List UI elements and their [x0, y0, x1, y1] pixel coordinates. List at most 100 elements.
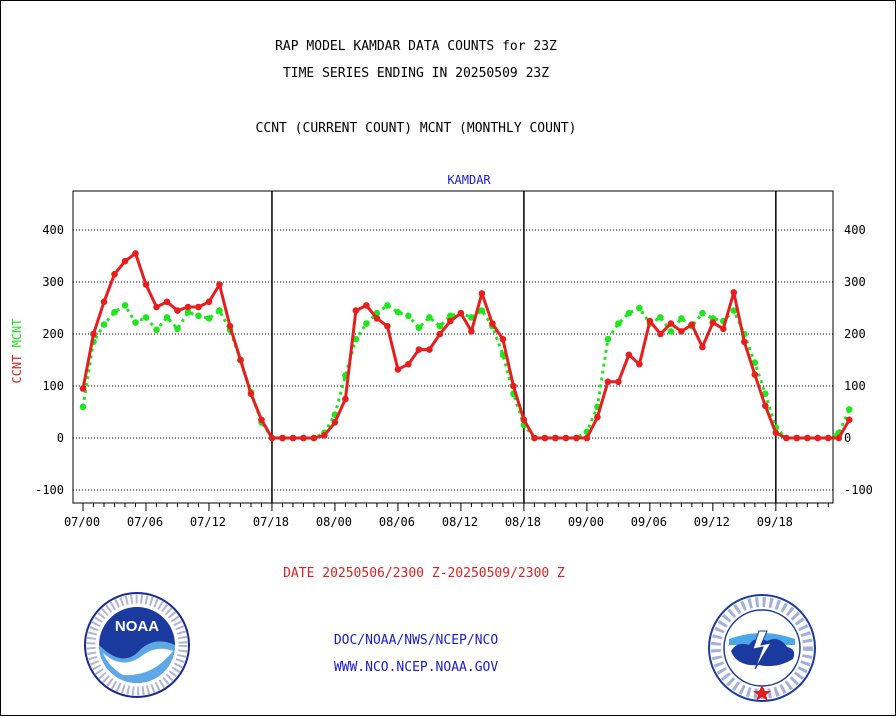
date-range-label: DATE 20250506/2300 Z-20250509/2300 Z — [283, 566, 565, 581]
y-label-ccnt: CCNT — [10, 347, 24, 383]
data-point-ccnt — [730, 289, 738, 296]
data-point-mcnt — [100, 321, 108, 328]
station-title: KAMDAR — [447, 173, 491, 187]
data-point-ccnt — [604, 378, 612, 386]
data-point-ccnt — [373, 315, 381, 322]
data-point-ccnt — [772, 429, 780, 437]
noaa-logo: NOAA — [84, 592, 190, 698]
data-point-mcnt — [846, 406, 853, 413]
x-tick-label: 09/18 — [757, 515, 793, 529]
x-tick-label: 09/00 — [568, 515, 604, 529]
data-point-mcnt — [394, 308, 402, 316]
data-point-ccnt — [132, 250, 139, 257]
data-point-ccnt — [90, 330, 97, 338]
data-point-ccnt — [247, 390, 255, 398]
data-point-ccnt — [289, 434, 297, 442]
data-point-ccnt — [415, 346, 423, 353]
data-point-ccnt — [457, 309, 465, 317]
y-tick-label-left: 200 — [42, 327, 64, 341]
data-point-ccnt — [541, 434, 549, 442]
data-point-mcnt — [216, 307, 223, 314]
data-point-mcnt — [352, 335, 360, 343]
data-point-ccnt — [814, 434, 822, 442]
data-point-ccnt — [394, 366, 402, 373]
data-point-ccnt — [426, 346, 433, 353]
data-point-ccnt — [625, 351, 633, 359]
y-tick-label-right: 0 — [844, 431, 851, 445]
data-point-ccnt — [709, 319, 717, 326]
data-point-ccnt — [195, 303, 202, 311]
data-point-ccnt — [804, 434, 811, 442]
data-point-ccnt — [174, 307, 181, 314]
data-point-ccnt — [552, 434, 559, 442]
data-point-ccnt — [121, 257, 129, 265]
data-point-ccnt — [226, 322, 234, 330]
x-tick-label: 08/00 — [316, 515, 352, 529]
data-point-ccnt — [468, 328, 475, 335]
data-point-mcnt — [426, 314, 433, 321]
data-point-ccnt — [678, 328, 685, 335]
y-tick-label-left: 300 — [42, 275, 64, 289]
data-point-mcnt — [111, 308, 118, 316]
data-point-mcnt — [604, 335, 612, 343]
data-point-mcnt — [205, 315, 213, 322]
data-point-ccnt — [153, 303, 160, 311]
data-point-mcnt — [153, 326, 160, 334]
data-point-ccnt — [657, 330, 664, 338]
data-point-ccnt — [100, 298, 108, 306]
data-point-ccnt — [310, 434, 318, 442]
data-point-ccnt — [342, 395, 349, 403]
y-tick-label-right: 400 — [844, 223, 866, 237]
data-point-ccnt — [835, 434, 843, 442]
y-tick-label-left: 100 — [42, 379, 64, 393]
data-point-mcnt — [730, 307, 738, 314]
data-point-ccnt — [163, 298, 171, 306]
data-point-ccnt — [321, 432, 328, 439]
x-tick-label: 07/18 — [253, 515, 289, 529]
data-point-mcnt — [447, 312, 454, 320]
footer-url: WWW.NCO.NCEP.NOAA.GOV — [333, 660, 499, 675]
data-point-ccnt — [594, 413, 601, 421]
data-point-ccnt — [688, 321, 696, 328]
x-tick-label: 07/00 — [64, 515, 100, 529]
data-point-ccnt — [436, 330, 444, 338]
data-point-ccnt — [363, 302, 370, 309]
x-tick-label: 09/06 — [631, 515, 667, 529]
data-point-ccnt — [793, 434, 801, 442]
data-point-mcnt — [384, 302, 391, 309]
data-point-mcnt — [751, 359, 759, 366]
data-point-mcnt — [478, 307, 486, 314]
data-point-mcnt — [636, 304, 643, 312]
y-tick-label-left: 0 — [57, 431, 64, 445]
data-point-ccnt — [636, 360, 643, 368]
data-point-ccnt — [300, 434, 307, 442]
data-point-ccnt — [646, 317, 654, 325]
y-tick-label-right: 100 — [844, 379, 866, 393]
data-point-ccnt — [741, 338, 748, 346]
data-point-ccnt — [489, 320, 496, 327]
data-point-ccnt — [751, 371, 759, 378]
y-axis-label: CCNT MCNT — [10, 318, 24, 383]
data-point-ccnt — [562, 434, 570, 442]
data-point-ccnt — [667, 320, 675, 327]
x-tick-label: 08/06 — [379, 515, 415, 529]
data-point-mcnt — [142, 314, 150, 321]
data-point-ccnt — [142, 281, 150, 288]
data-point-mcnt — [657, 314, 664, 321]
chart-title-line2: TIME SERIES ENDING IN 20250509 23Z — [282, 66, 550, 81]
series-line-ccnt — [81, 251, 851, 440]
x-tick-label: 09/12 — [694, 515, 730, 529]
data-point-ccnt — [499, 335, 507, 343]
data-point-ccnt — [510, 382, 517, 390]
data-point-ccnt — [783, 434, 790, 442]
data-point-mcnt — [79, 403, 87, 411]
data-point-mcnt — [363, 320, 370, 327]
data-point-mcnt — [667, 328, 675, 335]
data-point-ccnt — [352, 307, 360, 314]
y-tick-label-left: -100 — [35, 483, 64, 497]
data-point-ccnt — [79, 385, 87, 392]
footer-org: DOC/NOAA/NWS/NCEP/NCO — [333, 633, 499, 648]
data-point-ccnt — [615, 378, 622, 386]
chart-title-line1: RAP MODEL KAMDAR DATA COUNTS for 23Z — [275, 39, 557, 54]
